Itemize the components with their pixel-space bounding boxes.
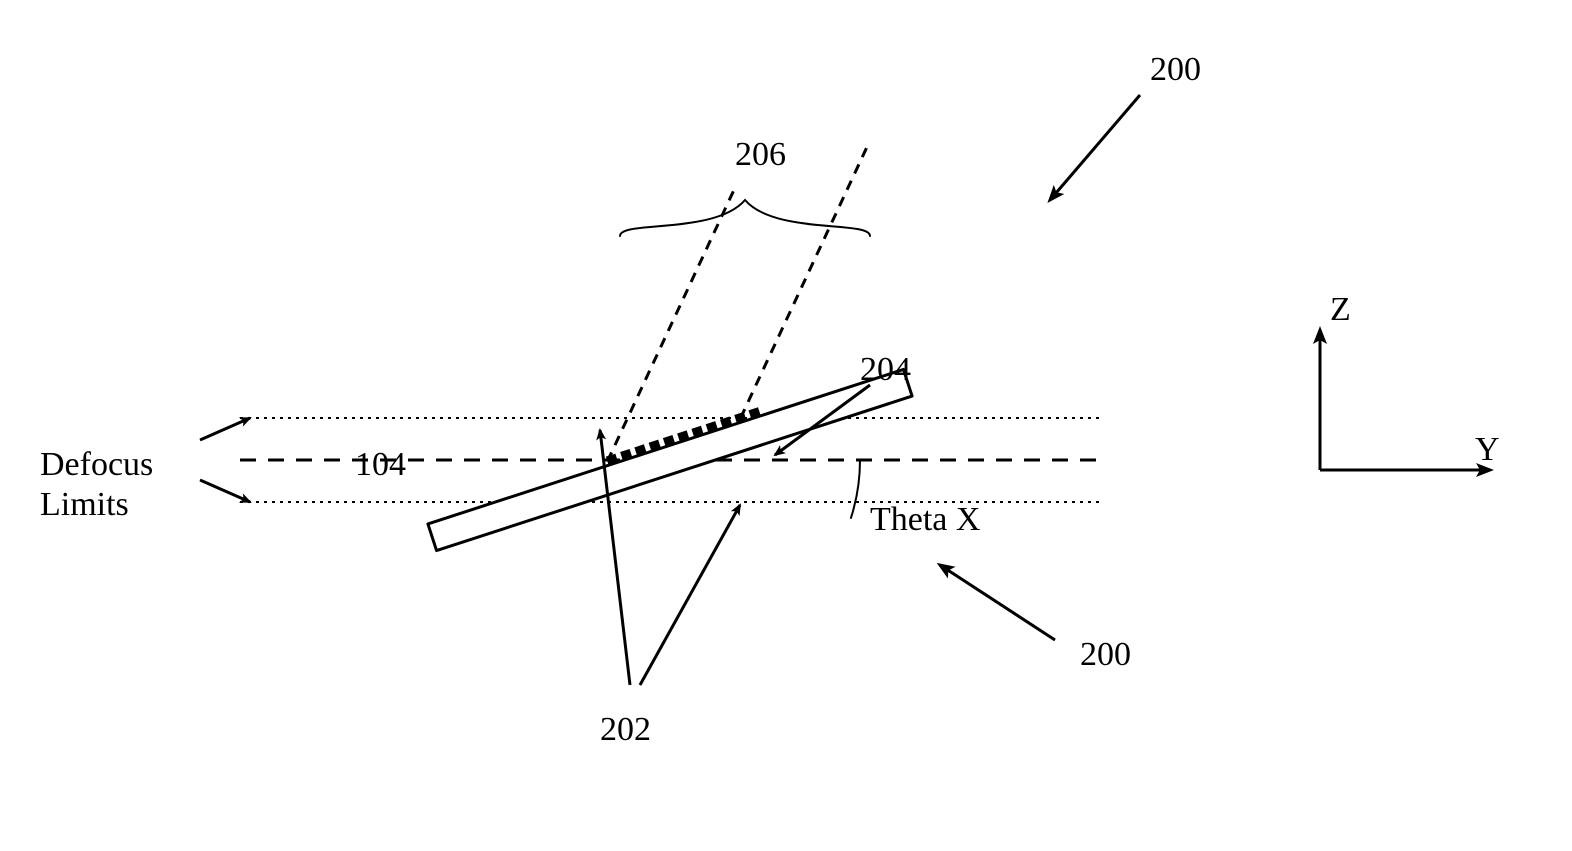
label-ref-104: 104 [355,446,406,483]
diagram-canvas: 200 200 206 204 202 104 Theta X DefocusLimits Y Z [0,0,1572,851]
label-axis-y: Y [1475,431,1500,468]
label-theta-x: Theta X [870,501,980,538]
label-ref-200-bottom: 200 [1080,636,1131,673]
label-ref-200-top: 200 [1150,51,1201,88]
label-ref-204: 204 [860,351,911,388]
theta-x-arc [851,460,860,519]
arrow-200-top [1050,95,1140,200]
arrow-202-b [640,505,740,685]
label-ref-206: 206 [735,136,786,173]
label-ref-202: 202 [600,711,651,748]
arrow-defocus-lower [200,480,250,502]
arrow-defocus-upper [200,418,250,440]
label-axis-z: Z [1330,291,1351,328]
arrow-200-bottom [940,565,1055,640]
beam-line [741,146,868,418]
label-defocus-line2: Limits [40,486,129,523]
label-defocus-line1: Defocus [40,446,153,483]
